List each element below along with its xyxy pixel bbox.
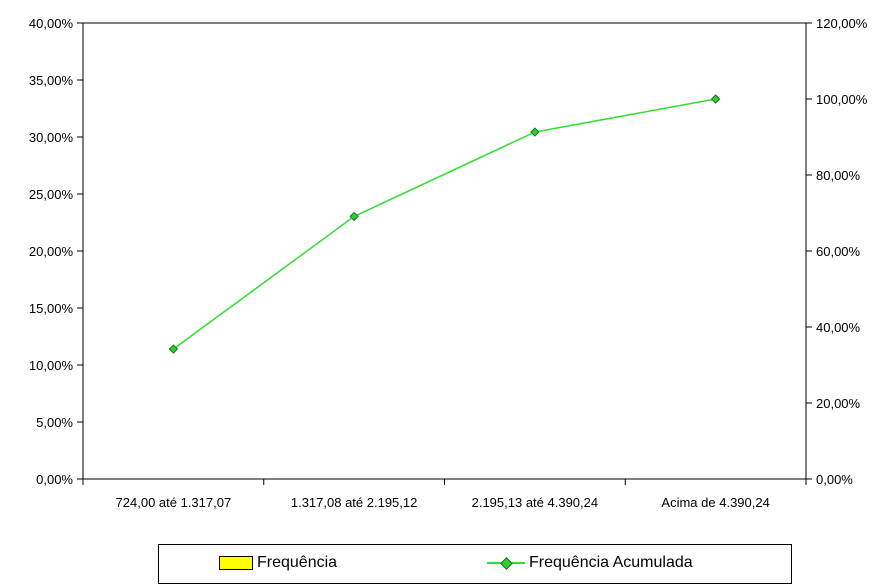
legend-label-frequencia: Frequência [257,554,338,571]
y-left-tick-label: 25,00% [29,187,74,202]
line-series [168,94,721,354]
cumulative-point [349,211,359,222]
y-right-tick-label: 20,00% [816,396,861,411]
combo-chart: 0,00% 5,00% 10,00% 15,00% 20,00% 25,00% 30,00%… [29,16,868,510]
y-right-tick-label: 60,00% [816,244,861,259]
y-left-tick-label: 0,00% [36,472,73,487]
y-left-tick-label: 15,00% [29,301,74,316]
legend-item-frequencia-acumulada: Frequência Acumulada [487,554,693,572]
plot-area [82,22,807,480]
y-right-tick-label: 100,00% [816,92,868,107]
legend-item-frequencia: Frequência [219,554,337,572]
y-right-tick-label: 0,00% [816,472,853,487]
x-tick-label: 724,00 até 1.317,07 [116,495,232,510]
y-left-tick-label: 30,00% [29,130,74,145]
y-right-tick-label: 80,00% [816,168,861,183]
legend-label-frequencia-acumulada: Frequência Acumulada [529,554,693,571]
x-tick-label: 2.195,13 até 4.390,24 [472,495,599,510]
y-left-tick-label: 20,00% [29,244,74,259]
x-tick-label: Acima de 4.390,24 [661,495,769,510]
cumulative-point [710,94,721,104]
legend-line-swatch [487,556,525,570]
y-right-tick-label: 120,00% [816,16,868,31]
y-right-tick-label: 40,00% [816,320,861,335]
y-left-tick-label: 5,00% [36,415,73,430]
chart-axes [77,22,812,485]
y-left-tick-label: 10,00% [29,358,74,373]
cumulative-point [530,127,540,137]
chart-legend: Frequência Frequência Acumulada [158,544,792,584]
y-left-tick-label: 40,00% [29,16,74,31]
cumulative-line [172,98,716,350]
cumulative-point [168,344,179,354]
y-left-tick-label: 35,00% [29,73,74,88]
chart-labels: 0,00% 5,00% 10,00% 15,00% 20,00% 25,00% 30,00%… [29,16,868,510]
x-tick-label: 1.317,08 até 2.195,12 [291,495,418,510]
legend-bar-swatch [219,556,253,570]
